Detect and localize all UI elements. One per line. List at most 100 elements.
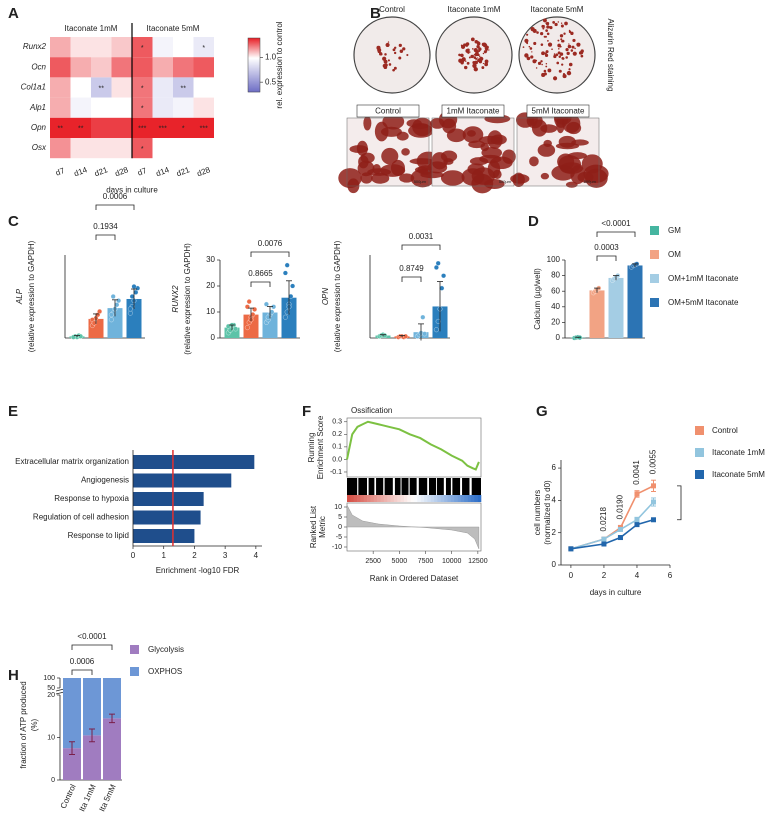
rank-color xyxy=(410,495,415,502)
comparison-bracket xyxy=(677,485,682,521)
colorbar-step xyxy=(248,60,260,62)
data-point xyxy=(129,294,135,299)
comparison-bracket xyxy=(71,644,113,650)
image-label: Control xyxy=(375,107,401,116)
significance: * xyxy=(182,126,185,133)
stain-spot xyxy=(565,56,568,59)
column-label: d28 xyxy=(196,165,212,178)
p-value: 0.8665 xyxy=(248,269,273,278)
rank-color xyxy=(350,495,354,502)
y-axis-label: Enrichment Score xyxy=(316,415,325,479)
stain-spot xyxy=(484,46,489,51)
comparison-bracket xyxy=(401,244,441,250)
colorbar-step xyxy=(248,84,260,86)
p-value: <0.0001 xyxy=(77,632,107,641)
data-point xyxy=(263,301,269,307)
panel-letter: C xyxy=(8,213,19,230)
legend-label: OM xyxy=(668,250,681,259)
rank-color xyxy=(387,495,391,502)
column-label: d21 xyxy=(93,165,109,178)
x-axis-label: Enrichment -log10 FDR xyxy=(156,566,240,575)
heat-cell xyxy=(70,117,91,138)
heat-cell xyxy=(152,117,173,138)
stain-spot xyxy=(524,38,529,43)
stain-spot xyxy=(558,69,562,73)
stain-spot xyxy=(552,76,558,81)
heat-cell xyxy=(50,77,71,98)
x-tick-label: 4 xyxy=(635,571,640,580)
rank-color xyxy=(470,495,475,502)
colorbar-step xyxy=(248,70,260,72)
barcode-gap xyxy=(408,478,410,495)
p-value: 0.0041 xyxy=(632,460,641,485)
data-point xyxy=(422,331,428,337)
stain-spot xyxy=(543,69,547,73)
rank-color xyxy=(414,495,418,502)
colorbar-label: rel. expression to control xyxy=(275,21,284,108)
data-point xyxy=(108,317,114,323)
image-label: Itaconate 5mM xyxy=(531,5,584,14)
x-tick-label: 0 xyxy=(131,551,136,560)
panel-letter: A xyxy=(8,5,19,22)
colorbar-step xyxy=(248,61,260,63)
stain-blob xyxy=(380,164,406,177)
barcode-gap xyxy=(469,478,472,495)
heat-cell xyxy=(173,77,194,98)
data-point xyxy=(617,526,623,532)
x-tick-label: 7500 xyxy=(418,558,434,565)
stain-spot xyxy=(540,60,543,63)
y-axis-label: (relative expression to GAPDH) xyxy=(27,240,36,352)
scale-bar-label: 500µm xyxy=(414,179,427,184)
x-tick-label: 12500 xyxy=(468,558,488,565)
stain-spot xyxy=(551,48,553,51)
p-value: 0.0218 xyxy=(599,507,608,532)
y-axis-label: (normalized to d0) xyxy=(543,480,552,545)
x-axis-label: Rank in Ordered Dataset xyxy=(370,574,459,583)
rank-color xyxy=(367,495,371,502)
colorbar-step xyxy=(248,59,260,61)
stain-spot xyxy=(562,57,565,60)
stain-spot xyxy=(465,60,467,62)
y-tick-label: 20 xyxy=(47,692,55,699)
stain-blob xyxy=(537,143,556,157)
stain-spot xyxy=(549,25,553,30)
stain-spot xyxy=(463,58,466,60)
colorbar-step xyxy=(248,68,260,70)
heat-cell xyxy=(173,57,194,78)
stain-spot xyxy=(484,59,489,64)
stain-spot xyxy=(463,65,468,70)
stain-spot xyxy=(543,72,547,76)
colorbar-step xyxy=(248,53,260,55)
y-tick-label: 2 xyxy=(552,528,557,537)
data-point xyxy=(246,299,252,305)
y-tick-label: 20 xyxy=(206,281,215,290)
rank-color xyxy=(430,495,435,502)
stain-blob xyxy=(478,135,503,145)
data-point xyxy=(227,327,233,333)
image-border xyxy=(516,117,600,187)
significance: *** xyxy=(138,126,146,133)
heat-cell xyxy=(91,77,112,98)
y-tick-label: 40 xyxy=(551,302,560,311)
data-point xyxy=(650,499,656,505)
stain-spot xyxy=(536,31,539,34)
rank-color xyxy=(400,495,405,502)
barcode-gap xyxy=(374,478,377,495)
x-axis-label: days in culture xyxy=(590,588,642,597)
stain-spot xyxy=(561,63,564,66)
data-point xyxy=(634,517,640,523)
legend-swatch xyxy=(695,470,704,479)
stain-blob xyxy=(558,135,576,148)
stain-blob xyxy=(529,156,539,167)
stain-spot xyxy=(485,45,488,48)
rank-color xyxy=(454,495,458,502)
y-tick-label: 10 xyxy=(47,734,55,741)
stain-spot xyxy=(540,32,544,36)
data-point xyxy=(568,546,574,552)
colorbar-step xyxy=(248,54,260,56)
stain-spot xyxy=(529,47,533,50)
data-point xyxy=(435,260,441,266)
stain-spot xyxy=(398,43,402,47)
stain-spot xyxy=(482,52,485,55)
colorbar-step xyxy=(248,79,260,81)
